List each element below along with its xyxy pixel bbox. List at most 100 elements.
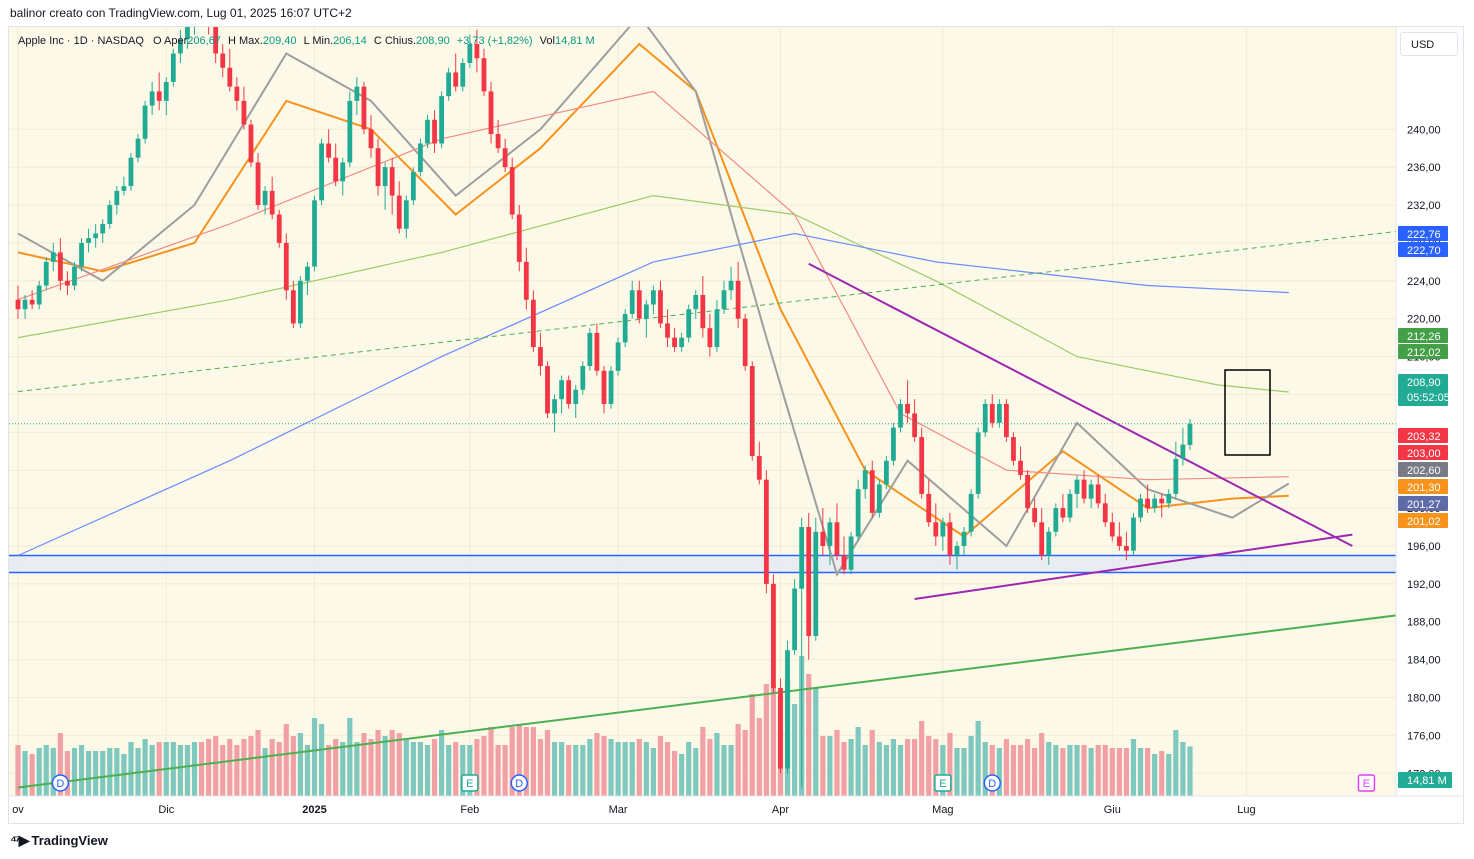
volume-bar bbox=[177, 745, 183, 796]
candle-body bbox=[149, 91, 155, 106]
candle-body bbox=[114, 190, 120, 206]
volume-bar bbox=[1187, 746, 1193, 796]
legend-volume: 14,81 M bbox=[554, 35, 595, 47]
trendline bbox=[914, 533, 1353, 601]
y-tick-label: 224,00 bbox=[1407, 276, 1441, 288]
x-tick-label: Mar bbox=[609, 804, 628, 816]
volume-bar bbox=[1088, 748, 1094, 796]
candle-body bbox=[926, 493, 932, 523]
candle-body bbox=[545, 366, 550, 414]
candle-body bbox=[446, 72, 452, 97]
volume-bar bbox=[926, 736, 932, 796]
candle-body bbox=[665, 323, 670, 338]
legend-high-prefix: Max. bbox=[239, 35, 263, 47]
volume-bar bbox=[728, 745, 734, 796]
volume-bar bbox=[474, 739, 480, 796]
volume-bar bbox=[608, 739, 614, 796]
y-tick-label: 176,00 bbox=[1407, 730, 1441, 742]
candle-body bbox=[1046, 531, 1052, 556]
candle-body bbox=[1095, 484, 1101, 504]
volume-bar bbox=[975, 721, 981, 796]
candle-body bbox=[905, 403, 910, 414]
y-tick-label: 192,00 bbox=[1407, 579, 1441, 591]
volume-bar bbox=[1067, 745, 1073, 796]
candle-body bbox=[876, 484, 882, 513]
volume-bar bbox=[714, 733, 720, 796]
candle-body bbox=[213, 27, 219, 54]
volume-bar bbox=[587, 739, 593, 796]
candle-body bbox=[156, 91, 162, 101]
volume-bar bbox=[206, 739, 212, 796]
price-label-box bbox=[1398, 328, 1448, 343]
currency-button[interactable]: USD bbox=[1400, 32, 1458, 56]
candle-body bbox=[996, 403, 1002, 423]
candle-body bbox=[65, 280, 70, 286]
volume-bar bbox=[481, 736, 487, 796]
price-label-box bbox=[1398, 462, 1448, 477]
candle-body bbox=[792, 588, 797, 651]
x-tick-label: Lug bbox=[1237, 804, 1255, 816]
volume-bar bbox=[559, 742, 565, 796]
volume-bar bbox=[657, 736, 664, 796]
legend-high-label: H bbox=[227, 35, 236, 47]
moving-average-line bbox=[17, 232, 1289, 557]
volume-bar bbox=[318, 724, 325, 796]
legend-open-label: O bbox=[153, 35, 162, 47]
price-label-box bbox=[1398, 428, 1448, 443]
price-label-text: 212,02 bbox=[1407, 347, 1441, 359]
candle-body bbox=[1180, 444, 1186, 459]
price-label-text: 222,70 bbox=[1407, 245, 1441, 257]
candle-body bbox=[185, 27, 190, 40]
volume-label-text: 14,81 M bbox=[1407, 775, 1447, 787]
candle-body bbox=[1166, 493, 1172, 504]
volume-bar bbox=[897, 745, 904, 796]
volume-bar bbox=[50, 748, 56, 796]
candle-body bbox=[488, 91, 494, 135]
volume-bar bbox=[22, 751, 28, 796]
candle-body bbox=[396, 195, 402, 229]
candle-body bbox=[530, 299, 536, 348]
y-tick-label: 196,00 bbox=[1407, 541, 1441, 553]
volume-bar bbox=[749, 694, 755, 796]
candle-body bbox=[481, 58, 487, 92]
candle-body bbox=[940, 522, 946, 537]
volume-bar bbox=[742, 730, 748, 796]
candle-body bbox=[1088, 484, 1094, 499]
volume-bar bbox=[304, 745, 311, 796]
candle-body bbox=[1081, 479, 1087, 499]
candle-body bbox=[192, 6, 197, 25]
chart-frame bbox=[8, 26, 1464, 824]
candle-body bbox=[382, 167, 388, 187]
volume-bar bbox=[996, 748, 1002, 796]
candle-body bbox=[1109, 522, 1115, 537]
candle-body bbox=[1116, 536, 1122, 546]
volume-bar bbox=[424, 745, 431, 796]
candle-body bbox=[721, 290, 727, 310]
volume-bar bbox=[1145, 748, 1151, 796]
candle-body bbox=[509, 167, 515, 215]
candle-body bbox=[248, 124, 254, 163]
volume-bar bbox=[269, 739, 275, 796]
volume-bar bbox=[933, 739, 939, 796]
candle-body bbox=[262, 190, 268, 206]
candle-body bbox=[686, 309, 692, 338]
volume-bar bbox=[820, 736, 826, 796]
candle-body bbox=[1074, 479, 1080, 494]
candle-body bbox=[502, 148, 508, 168]
candle-body bbox=[580, 366, 586, 390]
footer-brand[interactable]: ⁴⁷▶ TradingView bbox=[10, 832, 108, 849]
volume-bar bbox=[1166, 754, 1172, 796]
legend-open: 206,67 bbox=[187, 35, 221, 47]
candle-body bbox=[523, 261, 529, 300]
dividend-marker-icon bbox=[51, 774, 70, 792]
price-label-text: 201,02 bbox=[1407, 516, 1441, 528]
volume-bar bbox=[107, 748, 113, 796]
candle-body bbox=[340, 162, 346, 182]
volume-bar bbox=[142, 739, 148, 796]
volume-bar bbox=[417, 742, 424, 796]
candle-body bbox=[199, 6, 204, 11]
trendline bbox=[808, 262, 1353, 547]
trendlines bbox=[17, 230, 1396, 789]
candle-body bbox=[93, 233, 99, 239]
